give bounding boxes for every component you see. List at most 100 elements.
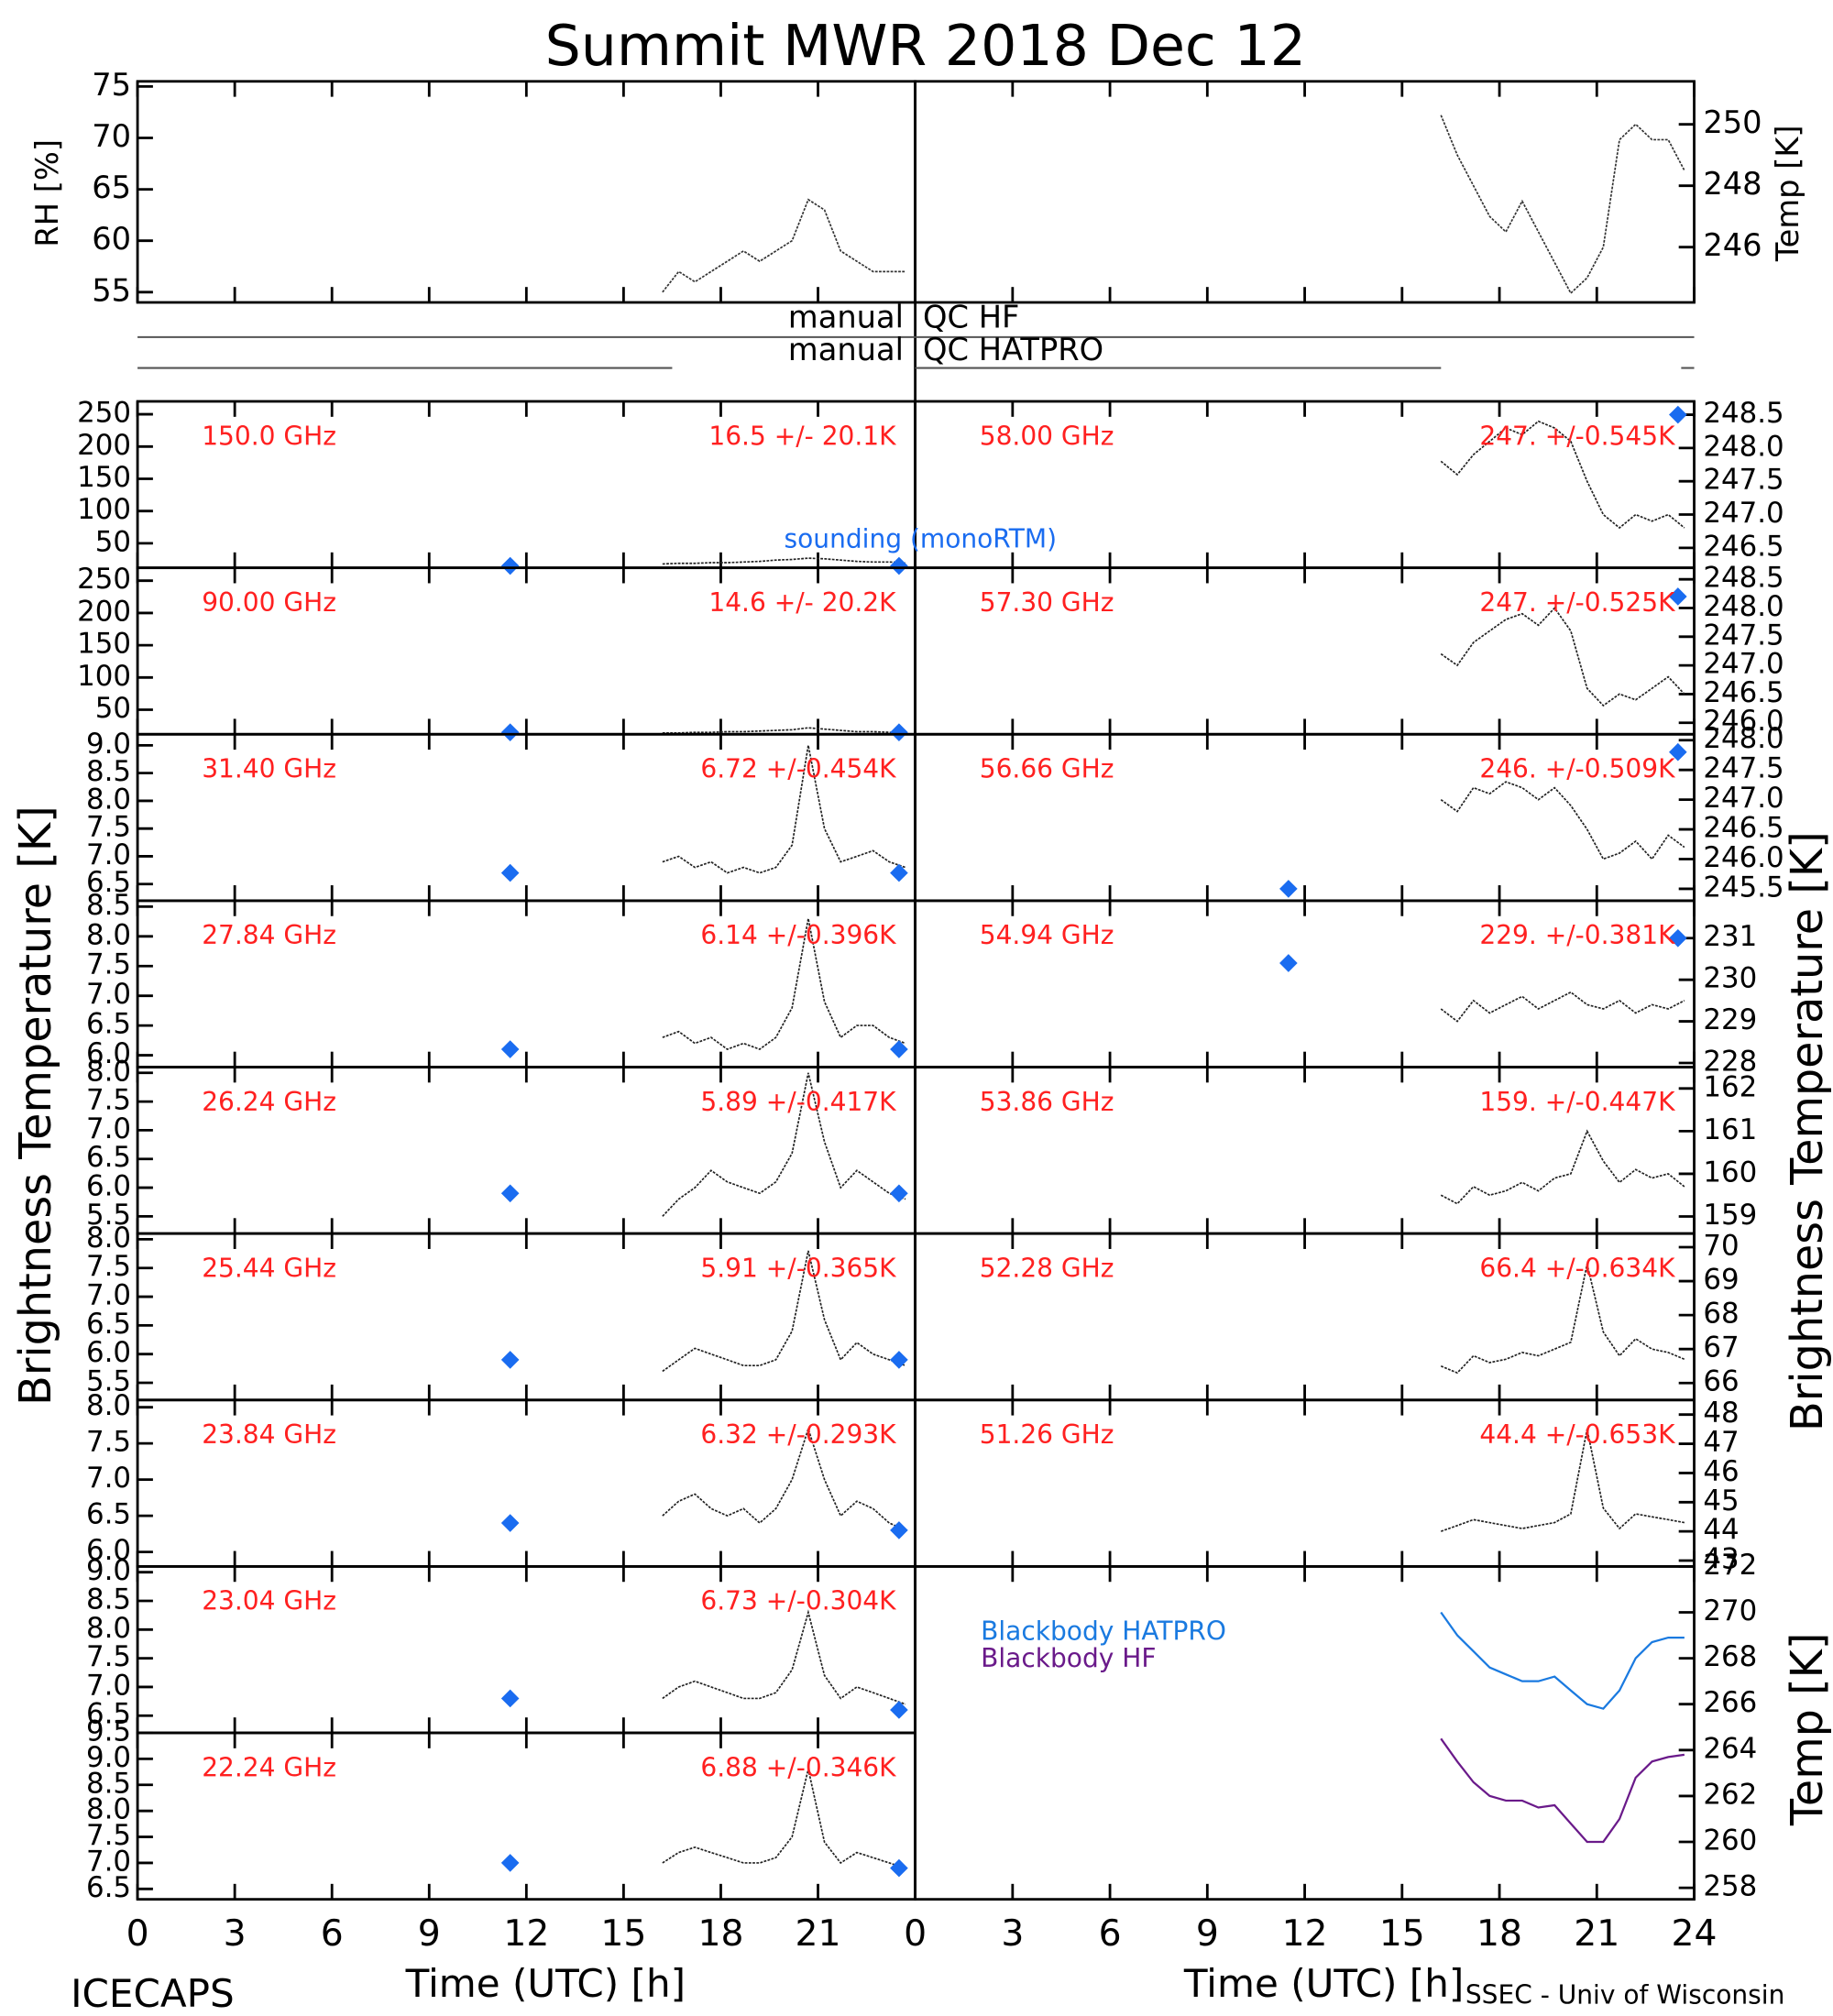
sounding-point xyxy=(500,723,520,741)
channel-stats: 246. +/-0.509K xyxy=(1479,754,1675,784)
data-line xyxy=(1440,115,1685,295)
y-tick-label: 248.5 xyxy=(1703,397,1784,430)
footer-right: SSEC - Univ of Wisconsin xyxy=(1465,1980,1784,2011)
y-tick-label: 7.0 xyxy=(86,1462,131,1495)
channel-label: 23.04 GHz xyxy=(202,1586,336,1616)
data-line xyxy=(1440,991,1685,1023)
y-tick-label: 6.0 xyxy=(86,1534,131,1567)
qc-label: QC HF xyxy=(923,300,1019,335)
y-tick-label: 7.0 xyxy=(86,1845,131,1878)
y-tick-label: 247.0 xyxy=(1703,648,1784,681)
y-tick-label: 7.0 xyxy=(86,978,131,1011)
data-line xyxy=(1440,1264,1685,1375)
y-tick-label: 7.5 xyxy=(86,948,131,981)
data-line xyxy=(1440,607,1685,707)
y-tick-label: 8.0 xyxy=(86,1793,131,1826)
sounding-point xyxy=(890,1521,908,1539)
y-tick-label: 250 xyxy=(77,563,131,596)
y-tick-label: 150 xyxy=(77,461,131,494)
y-tick-label: 65 xyxy=(92,170,131,205)
channel-label: 25.44 GHz xyxy=(202,1253,336,1283)
y-tick-label: 8.0 xyxy=(86,783,131,816)
data-line xyxy=(662,727,906,734)
y-tick-label: 70 xyxy=(1703,1229,1739,1262)
y-tick-label: 6.0 xyxy=(86,1336,131,1369)
channel-stats: 6.32 +/-0.293K xyxy=(700,1419,896,1450)
y-tick-label: 9.0 xyxy=(86,728,131,761)
data-line xyxy=(662,1426,906,1531)
y-tick-label: 66 xyxy=(1703,1365,1739,1398)
y-tick-label: 60 xyxy=(92,221,131,257)
sounding-point xyxy=(890,863,908,882)
y-tick-label: 48 xyxy=(1703,1397,1739,1430)
x-axis-label: Time (UTC) [h] xyxy=(405,1961,686,2006)
y-tick-label: 6.0 xyxy=(86,1037,131,1070)
y-tick-label: 7.0 xyxy=(86,838,131,871)
y-tick-label: 246.5 xyxy=(1703,812,1784,845)
y-tick-label: 247.0 xyxy=(1703,782,1784,815)
y-tick-label: 6.5 xyxy=(86,1141,131,1174)
channel-label: 52.28 GHz xyxy=(980,1253,1114,1283)
channel-label: 22.24 GHz xyxy=(202,1752,336,1782)
y-tick-label: 7.0 xyxy=(86,1669,131,1702)
footer-left: ICECAPS xyxy=(71,1971,235,2016)
chart-title: Summit MWR 2018 Dec 12 xyxy=(545,13,1306,79)
x-tick-label: 0 xyxy=(126,1913,149,1955)
data-line xyxy=(1440,1737,1685,1844)
y-tick-label: 50 xyxy=(95,525,131,558)
y-tick-label: 230 xyxy=(1703,962,1757,995)
data-line xyxy=(662,1250,906,1373)
y-axis-label: Brightness Temperature [K] xyxy=(1783,831,1833,1431)
channel-label: 26.24 GHz xyxy=(202,1087,336,1117)
y-tick-label: 75 xyxy=(92,67,131,103)
y-tick-label: 67 xyxy=(1703,1331,1739,1364)
channel-stats: 44.4 +/-0.653K xyxy=(1479,1419,1675,1450)
y-tick-label: 161 xyxy=(1703,1113,1757,1146)
channel-stats: 5.89 +/-0.417K xyxy=(700,1087,896,1117)
data-line xyxy=(1440,420,1685,530)
qc-label: manual xyxy=(788,300,904,335)
y-tick-label: 262 xyxy=(1703,1778,1757,1811)
y-tick-label: 8.0 xyxy=(86,1222,131,1255)
y-tick-label: 150 xyxy=(77,628,131,661)
channel-label: 27.84 GHz xyxy=(202,920,336,950)
data-line xyxy=(1440,1611,1685,1710)
y-tick-label: 8.0 xyxy=(86,1055,131,1088)
y-axis-label: Temp [K] xyxy=(1783,1632,1833,1826)
y-tick-label: 160 xyxy=(1703,1156,1757,1189)
sounding-point xyxy=(500,863,520,882)
y-tick-label: 9.0 xyxy=(86,1554,131,1587)
x-tick-label: 9 xyxy=(418,1913,441,1955)
y-tick-label: 68 xyxy=(1703,1298,1739,1331)
x-tick-label: 6 xyxy=(321,1913,344,1955)
channel-label: 31.40 GHz xyxy=(202,754,336,784)
y-tick-label: 7.0 xyxy=(86,1112,131,1145)
qc-label: manual xyxy=(788,332,904,367)
channel-stats: 229. +/-0.381K xyxy=(1479,920,1675,950)
y-tick-label: 8.5 xyxy=(86,889,131,922)
x-tick-label: 3 xyxy=(1001,1913,1024,1955)
channel-stats: 6.14 +/-0.396K xyxy=(700,920,896,950)
qc-label: QC HATPRO xyxy=(923,332,1103,367)
y-tick-label: 250 xyxy=(77,397,131,430)
sounding-point xyxy=(500,1351,520,1369)
channel-label: 90.00 GHz xyxy=(202,587,336,618)
channel-label: 57.30 GHz xyxy=(980,587,1114,618)
y-tick-label: 7.5 xyxy=(86,1426,131,1459)
data-line xyxy=(1440,781,1685,860)
y-tick-label: 250 xyxy=(1703,104,1762,140)
y-tick-label: 200 xyxy=(77,595,131,628)
y-tick-label: 229 xyxy=(1703,1003,1757,1036)
channel-stats: 14.6 +/- 20.2K xyxy=(708,587,896,618)
y-tick-label: 7.5 xyxy=(86,1084,131,1117)
y-tick-label: 47 xyxy=(1703,1426,1739,1459)
y-tick-label: 248.5 xyxy=(1703,562,1784,595)
y-tick-label: 6.5 xyxy=(86,1871,131,1904)
data-line xyxy=(662,918,906,1050)
sounding-point xyxy=(500,1689,520,1708)
y-tick-label: 248 xyxy=(1703,166,1762,202)
y-tick-label: 248.0 xyxy=(1703,590,1784,623)
y-tick-label: 9.0 xyxy=(86,1741,131,1774)
